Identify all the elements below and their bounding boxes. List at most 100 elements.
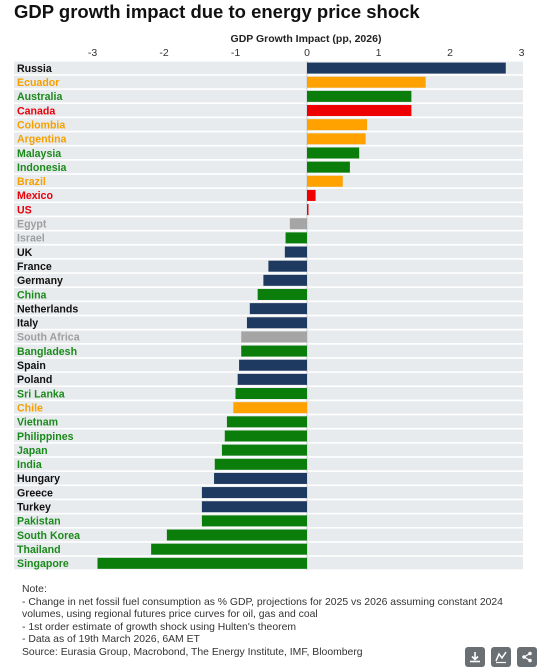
category-label: Hungary — [17, 473, 60, 485]
bar — [307, 133, 366, 145]
bar — [307, 161, 350, 173]
share-icon[interactable] — [517, 647, 537, 667]
bar — [307, 204, 309, 216]
category-label: China — [17, 289, 47, 301]
bar — [151, 543, 307, 555]
bar-chart: Russia Ecuador Australia Canada Colombia Arge… — [14, 33, 525, 571]
chart-title: GDP growth impact due to energy price sh… — [14, 1, 420, 22]
tick-label: 2 — [447, 47, 453, 59]
category-label: Japan — [17, 445, 48, 457]
bar — [235, 388, 307, 400]
bar — [237, 373, 307, 385]
category-label: US — [17, 204, 32, 216]
category-label: Argentina — [17, 134, 67, 146]
category-label: Vietnam — [17, 417, 58, 429]
bar — [289, 218, 307, 230]
bar — [214, 458, 307, 470]
chart-notes: Note: - Change in net fossil fuel consum… — [22, 584, 522, 660]
download-icon[interactable] — [465, 647, 485, 667]
note-line: - Data as of 19th March 2026, 6AM ET — [22, 634, 200, 646]
bar — [249, 303, 307, 315]
category-label: Malaysia — [17, 148, 61, 160]
bars — [97, 62, 506, 569]
bar — [241, 331, 307, 343]
bar — [221, 444, 307, 456]
bar — [285, 232, 307, 244]
bar — [307, 175, 343, 187]
bar — [233, 402, 307, 414]
category-label: Indonesia — [17, 162, 67, 174]
row-band — [14, 118, 523, 131]
category-label: Chile — [17, 402, 43, 414]
tick-label: 1 — [376, 47, 382, 59]
tick-label: 3 — [519, 47, 525, 59]
bar — [307, 76, 426, 88]
bar — [226, 416, 307, 428]
category-label: Bangladesh — [17, 346, 77, 358]
category-label: Turkey — [17, 502, 51, 514]
bar — [166, 529, 307, 541]
tick-label: -2 — [159, 47, 168, 59]
category-label: Italy — [17, 318, 38, 330]
row-band — [14, 89, 523, 103]
note-line: - Change in net fossil fuel consumption … — [22, 596, 503, 621]
category-label: UK — [17, 247, 33, 259]
row-band — [14, 231, 523, 244]
bar — [257, 288, 307, 300]
row-band — [14, 104, 523, 117]
bar — [241, 345, 307, 357]
category-label: Philippines — [17, 431, 74, 443]
source-line: Source: Eurasia Group, Macrobond, The En… — [22, 646, 363, 658]
category-label: Thailand — [17, 544, 61, 556]
chart-toolbar — [465, 647, 537, 667]
bar — [224, 430, 307, 442]
category-label: Australia — [17, 91, 62, 103]
row-band — [14, 217, 523, 230]
bar — [284, 246, 307, 258]
row-band — [14, 132, 523, 145]
category-label: Spain — [17, 360, 46, 372]
category-label: Pakistan — [17, 516, 61, 528]
category-label: Sri Lanka — [17, 388, 65, 400]
bar — [307, 105, 412, 117]
row-band — [14, 160, 523, 174]
bar — [307, 119, 368, 131]
row-band — [14, 146, 523, 160]
bar — [246, 317, 307, 329]
bar — [268, 260, 307, 272]
category-label: Mexico — [17, 190, 53, 202]
bar — [307, 90, 412, 102]
category-label: Netherlands — [17, 303, 78, 315]
row-band — [14, 174, 523, 188]
category-label: Greece — [17, 487, 53, 499]
bar — [201, 515, 307, 527]
category-label: Canada — [17, 105, 55, 117]
category-label: Russia — [17, 63, 52, 75]
row-band — [14, 188, 523, 202]
category-label: South Africa — [17, 332, 80, 344]
axis-title: GDP Growth Impact (pp, 2026) — [231, 33, 382, 45]
category-label: France — [17, 261, 52, 273]
bar — [201, 501, 307, 513]
row-band — [14, 75, 523, 89]
bar — [214, 472, 307, 484]
bar — [239, 359, 307, 371]
row-band — [14, 245, 523, 259]
category-label: India — [17, 459, 42, 471]
bar — [307, 189, 316, 201]
note-line: - 1st order estimate of growth shock usi… — [22, 621, 296, 633]
row-labels: Russia Ecuador Australia Canada Colombia Arge… — [17, 63, 80, 570]
tick-label: 0 — [304, 47, 310, 59]
row-band — [14, 203, 523, 216]
category-label: Germany — [17, 275, 63, 287]
edit-chart-icon[interactable] — [491, 647, 511, 667]
category-label: Colombia — [17, 119, 65, 131]
category-label: Poland — [17, 374, 52, 386]
category-label: Singapore — [17, 558, 69, 570]
bar — [307, 147, 360, 159]
tick-label: -1 — [231, 47, 240, 59]
bar — [97, 557, 307, 569]
category-label: Brazil — [17, 176, 46, 188]
bar — [201, 487, 307, 499]
top-axis: GDP Growth Impact (pp, 2026) -3 -2 -1 0 1 2 3 — [88, 33, 525, 59]
